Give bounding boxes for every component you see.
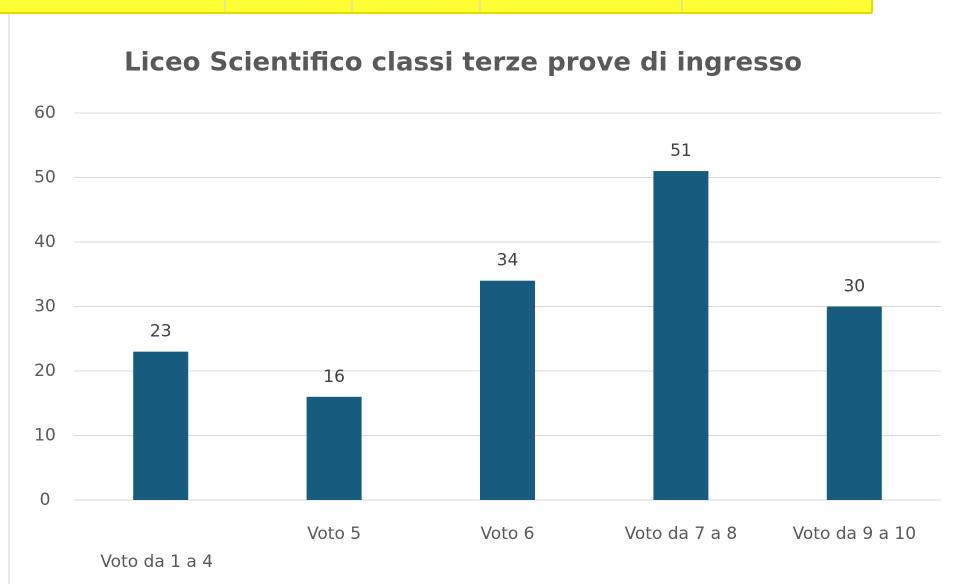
bar — [653, 171, 709, 501]
bar — [480, 280, 535, 500]
x-tick-label: Voto 6 — [481, 524, 535, 544]
y-tick-label: 20 — [34, 361, 56, 381]
data-label: 16 — [323, 367, 345, 387]
y-tick-label: 30 — [34, 297, 56, 317]
data-label: 30 — [843, 277, 865, 297]
spreadsheet-background — [0, 0, 873, 584]
bar — [133, 351, 189, 500]
data-label: 34 — [497, 251, 519, 271]
bar — [826, 306, 882, 500]
chart-title: Liceo Scientifico classi terze prove di … — [124, 48, 802, 78]
y-tick-label: 40 — [34, 232, 56, 252]
x-tick-label: Voto da 9 a 10 — [793, 524, 916, 544]
data-label: 23 — [150, 322, 172, 342]
y-tick-label: 50 — [34, 168, 56, 188]
bar — [306, 396, 362, 500]
y-tick-label: 0 — [40, 490, 51, 510]
x-tick-label: Voto da 7 a 8 — [625, 524, 738, 544]
y-tick-label: 60 — [34, 103, 56, 123]
data-label: 51 — [670, 141, 692, 161]
x-tick-label: Voto da 1 a 4 — [100, 552, 213, 572]
y-tick-label: 10 — [34, 426, 56, 446]
x-tick-label: Voto 5 — [307, 524, 361, 544]
